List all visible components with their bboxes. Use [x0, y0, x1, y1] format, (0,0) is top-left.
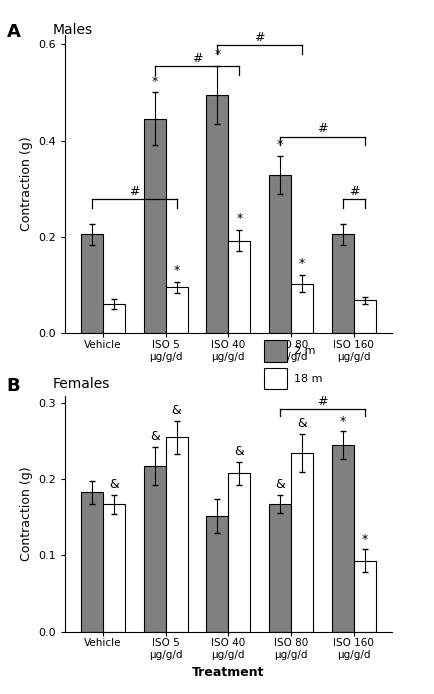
Bar: [269, 504, 290, 632]
Text: A: A: [7, 23, 20, 41]
Text: *: *: [361, 532, 367, 545]
Bar: [206, 95, 228, 333]
Text: *: *: [236, 212, 242, 226]
Y-axis label: Contraction (g): Contraction (g): [20, 137, 33, 231]
Bar: [353, 301, 375, 333]
Bar: [228, 473, 250, 632]
Text: &: &: [296, 417, 306, 430]
Text: #: #: [348, 185, 358, 198]
Bar: [103, 505, 125, 632]
Text: Males: Males: [52, 23, 92, 37]
Bar: [331, 235, 353, 333]
Text: Females: Females: [52, 377, 109, 391]
Text: #: #: [191, 51, 202, 65]
Bar: [81, 235, 103, 333]
Text: &: &: [149, 430, 159, 443]
Text: #: #: [316, 122, 327, 135]
Bar: [290, 452, 312, 632]
Text: B: B: [7, 377, 20, 395]
Bar: [143, 119, 165, 333]
Bar: [263, 341, 286, 362]
Text: #: #: [316, 395, 327, 408]
Bar: [228, 241, 250, 333]
Bar: [103, 304, 125, 333]
Text: &: &: [109, 478, 118, 491]
Bar: [206, 516, 228, 632]
Text: &: &: [234, 445, 243, 458]
Text: 2 m: 2 m: [293, 346, 314, 356]
Bar: [269, 176, 290, 333]
Text: *: *: [173, 264, 179, 277]
Bar: [353, 561, 375, 632]
Text: *: *: [214, 48, 220, 61]
Bar: [165, 287, 187, 333]
Text: *: *: [151, 75, 158, 87]
Text: #: #: [254, 31, 264, 44]
Text: &: &: [275, 477, 284, 491]
Bar: [143, 466, 165, 632]
Bar: [290, 284, 312, 333]
Bar: [81, 492, 103, 632]
Text: &: &: [171, 404, 181, 417]
Bar: [331, 445, 353, 632]
Text: *: *: [339, 414, 345, 428]
Bar: [165, 437, 187, 632]
Text: #: #: [129, 185, 139, 198]
Bar: [263, 369, 286, 389]
Text: 18 m: 18 m: [293, 374, 322, 384]
Y-axis label: Contraction (g): Contraction (g): [20, 466, 33, 561]
Text: *: *: [298, 257, 305, 270]
X-axis label: Treatment: Treatment: [192, 666, 264, 679]
Text: *: *: [276, 138, 283, 151]
